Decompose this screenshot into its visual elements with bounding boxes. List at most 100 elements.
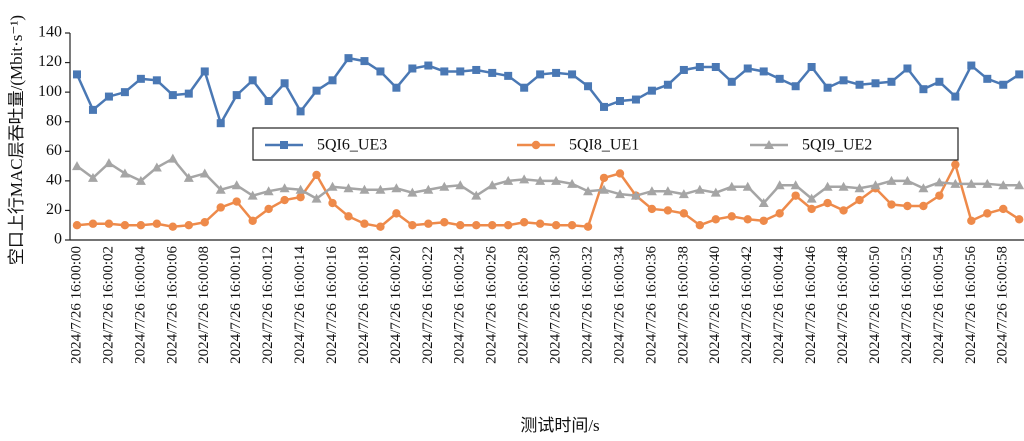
marker	[552, 68, 561, 77]
legend-box	[252, 127, 959, 161]
marker	[440, 67, 449, 76]
x-tick-label: 2024/7/26 16:00:30	[548, 246, 564, 364]
marker	[934, 177, 945, 187]
x-tick-label: 2024/7/26 16:00:18	[356, 246, 372, 364]
marker	[935, 191, 944, 200]
marker	[870, 180, 881, 190]
marker	[983, 74, 992, 83]
marker	[376, 222, 385, 231]
marker	[807, 63, 816, 72]
marker	[678, 189, 689, 199]
marker	[248, 216, 257, 225]
marker	[200, 218, 209, 227]
marker	[646, 186, 657, 196]
marker	[600, 102, 609, 111]
marker	[120, 221, 130, 230]
marker	[791, 191, 800, 200]
x-tick-label: 2024/7/26 16:00:00	[68, 246, 84, 364]
marker	[647, 204, 657, 214]
x-tick-label: 2024/7/26 16:00:50	[867, 246, 883, 364]
marker	[392, 83, 401, 92]
marker	[903, 64, 912, 73]
marker	[854, 183, 865, 193]
marker	[184, 89, 193, 98]
marker	[966, 178, 977, 188]
marker	[184, 221, 193, 230]
marker	[407, 187, 418, 197]
marker	[344, 212, 353, 221]
x-axis-title: 测试时间/s	[520, 416, 599, 435]
marker	[424, 61, 433, 70]
marker	[471, 190, 482, 200]
series	[72, 160, 1024, 231]
marker	[614, 189, 625, 199]
marker	[551, 221, 561, 230]
marker	[456, 221, 465, 230]
marker	[360, 57, 369, 66]
y-tick-label: 60	[46, 142, 62, 159]
marker	[503, 221, 513, 230]
marker	[998, 180, 1009, 190]
x-tick-label: 2024/7/26 16:00:32	[579, 246, 595, 364]
marker	[935, 77, 944, 86]
marker	[152, 76, 161, 85]
marker	[312, 86, 321, 95]
marker	[551, 175, 562, 185]
marker	[584, 82, 593, 91]
marker	[216, 119, 225, 128]
x-tick-label: 2024/7/26 16:00:22	[420, 246, 436, 364]
marker	[839, 76, 848, 85]
marker	[999, 204, 1008, 214]
marker	[1014, 180, 1024, 190]
marker	[567, 178, 578, 188]
marker	[391, 183, 402, 193]
marker	[231, 180, 242, 190]
marker	[120, 88, 129, 97]
marker	[343, 183, 354, 193]
marker	[615, 169, 625, 178]
marker	[472, 221, 481, 230]
marker	[727, 77, 736, 86]
marker	[311, 193, 322, 203]
marker	[520, 83, 529, 92]
legend-label: 5QI6_UE3	[317, 137, 387, 154]
x-tick-label: 2024/7/26 16:00:08	[196, 246, 212, 364]
marker	[360, 219, 369, 228]
marker	[135, 175, 146, 185]
marker	[599, 184, 610, 194]
marker	[742, 181, 753, 191]
marker	[327, 181, 338, 191]
legend-marker	[531, 140, 541, 150]
x-tick-label: 2024/7/26 16:00:34	[611, 246, 627, 364]
y-tick-label: 40	[46, 172, 62, 189]
marker	[662, 186, 673, 196]
marker	[967, 216, 976, 225]
marker	[503, 175, 514, 185]
marker	[72, 161, 82, 171]
marker	[535, 175, 546, 185]
series	[72, 153, 1024, 208]
marker	[631, 95, 640, 104]
marker	[918, 183, 929, 193]
x-tick-label: 2024/7/26 16:00:44	[771, 246, 787, 364]
marker	[104, 219, 114, 228]
marker	[408, 64, 417, 73]
marker	[903, 201, 912, 211]
marker	[679, 209, 689, 218]
x-tick-label: 2024/7/26 16:00:54	[931, 246, 947, 364]
x-tick-label: 2024/7/26 16:00:38	[675, 246, 691, 364]
x-tick-label: 2024/7/26 16:00:52	[899, 246, 915, 364]
marker	[711, 63, 720, 72]
x-tick-label: 2024/7/26 16:00:36	[643, 246, 659, 364]
marker	[951, 92, 960, 101]
marker	[599, 173, 609, 183]
marker	[247, 190, 258, 200]
marker	[424, 219, 433, 228]
marker	[695, 221, 705, 230]
x-tick-label: 2024/7/26 16:00:56	[963, 246, 979, 364]
marker	[663, 206, 673, 215]
marker	[967, 61, 976, 70]
marker	[151, 162, 162, 172]
